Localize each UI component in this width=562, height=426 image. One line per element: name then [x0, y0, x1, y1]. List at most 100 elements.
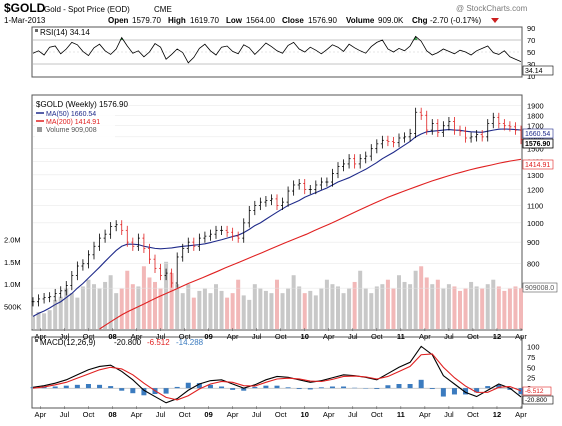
macd-tag: -20.800	[525, 397, 547, 404]
volume-bar	[491, 279, 496, 329]
volume-bar	[507, 288, 512, 329]
volume-bar	[474, 286, 479, 329]
macd-hist-bar	[485, 386, 491, 389]
macd-hist-bar	[329, 386, 335, 389]
chg-label: Chg	[412, 16, 428, 25]
macd-hist-bar	[263, 385, 269, 389]
macd-hist-bar	[463, 388, 469, 395]
volume-bar	[435, 279, 440, 329]
price-xtick-4: Apr	[131, 332, 143, 341]
volume-bar	[141, 266, 146, 329]
symbol-title: $GOLD	[4, 1, 46, 15]
macd-legend: MACD(12,26,9) -20.800 -6.512 -14.288	[35, 338, 204, 347]
volume-bar	[136, 286, 141, 329]
macd-xtick-10: Oct	[275, 410, 288, 419]
close-label: Close	[282, 16, 304, 25]
macd-xtick-12: Apr	[323, 410, 335, 419]
macd-xtick-11: 10	[301, 410, 309, 419]
volume-bar	[31, 315, 35, 329]
open-value: 1579.70	[132, 16, 161, 25]
volume-bar	[341, 293, 346, 329]
price-xtick-13: Jul	[348, 332, 358, 341]
low-value: 1564.00	[246, 16, 275, 25]
volume-bar	[64, 288, 69, 329]
price-legend: $GOLD (Weekly) 1576.90 MA(50) 1660.54 MA…	[35, 98, 128, 140]
volume-bar	[197, 290, 202, 329]
volume-bar	[53, 299, 58, 329]
macd-ytick-3: 25	[527, 374, 535, 383]
rsi-line	[32, 35, 522, 64]
price-xtick-6: Oct	[179, 332, 192, 341]
volume-bar	[419, 266, 424, 329]
low-label: Low	[226, 16, 243, 25]
volume-bar	[69, 293, 74, 329]
price-xtick-17: Jul	[444, 332, 454, 341]
volume-bar	[241, 295, 246, 329]
open-label: Open	[108, 16, 129, 25]
volume-bar	[252, 284, 257, 329]
macd-xtick-0: Apr	[35, 410, 47, 419]
volume-bar	[208, 293, 213, 329]
volume-bar	[119, 288, 124, 329]
volume-bar	[408, 284, 413, 329]
volume-bar	[125, 270, 130, 329]
quote-date: 1-Mar-2013	[4, 16, 46, 25]
price-xtick-8: Apr	[227, 332, 239, 341]
volume-bar	[374, 286, 379, 329]
price-xtick-9: Jul	[252, 332, 262, 341]
macd-hist-bar	[341, 386, 347, 389]
macd-hist-bar	[474, 388, 480, 393]
ma200-legend: MA(200) 1414.91	[46, 119, 100, 126]
macd-hist-bar	[274, 385, 280, 389]
volume-bar	[258, 288, 263, 329]
price-xtick-15: 11	[397, 332, 405, 341]
volume-bar	[280, 293, 285, 329]
volume-bar	[336, 286, 340, 329]
volume-bar	[513, 286, 518, 329]
macd-hist-bar	[207, 384, 213, 389]
volume-bar	[458, 290, 462, 329]
macd-hist-bar	[418, 379, 424, 389]
macd-hist-bar	[507, 388, 513, 390]
price-ytick-10: 900	[527, 238, 540, 247]
volume-bar	[297, 286, 302, 329]
macd-panel	[31, 336, 523, 409]
macd-hist-bar	[108, 386, 114, 389]
price-tag: 1576.90	[525, 141, 550, 148]
macd-ytick-2: 50	[527, 363, 535, 372]
volume-bar	[58, 296, 63, 329]
price-xtick-14: Oct	[371, 332, 384, 341]
macd-xtick-1: Jul	[60, 410, 70, 419]
rsi-ytick-0: 90	[527, 24, 535, 33]
volume-bar	[463, 288, 468, 329]
high-value: 1619.70	[190, 16, 219, 25]
macd-hist-bar	[241, 388, 247, 391]
volume-bar	[130, 284, 135, 329]
macd-hist-bar	[196, 383, 202, 389]
volume-bar	[502, 290, 507, 329]
rsi-plot	[32, 35, 522, 65]
macd-hist-bar	[185, 382, 191, 389]
rsi-ytick-3: 30	[527, 60, 535, 69]
volume-bar	[330, 284, 335, 329]
rsi-ytick-4: 10	[527, 72, 535, 81]
price-xtick-1: Jul	[60, 332, 70, 341]
volume-bar	[485, 284, 490, 329]
macd-xtick-5: Jul	[156, 410, 166, 419]
volume-bar	[225, 297, 230, 329]
rsi-ytick-2: 50	[527, 48, 535, 57]
volume-bar	[236, 279, 241, 329]
price-xtick-2: Oct	[83, 332, 96, 341]
high-label: High	[168, 16, 186, 25]
macd-xtick-7: 09	[204, 410, 212, 419]
rsi-legend: RSI(14) 34.14	[35, 28, 90, 37]
macd-hist-bar	[396, 384, 402, 389]
volume-bar	[469, 281, 474, 329]
price-xtick-0: Apr	[35, 332, 47, 341]
volume-bar	[147, 277, 152, 329]
volume-bar	[202, 288, 207, 329]
volume-bar	[308, 290, 313, 329]
volume-bar	[36, 311, 41, 329]
rsi-shade-69	[413, 36, 418, 40]
macd-xtick-2: Oct	[83, 410, 96, 419]
